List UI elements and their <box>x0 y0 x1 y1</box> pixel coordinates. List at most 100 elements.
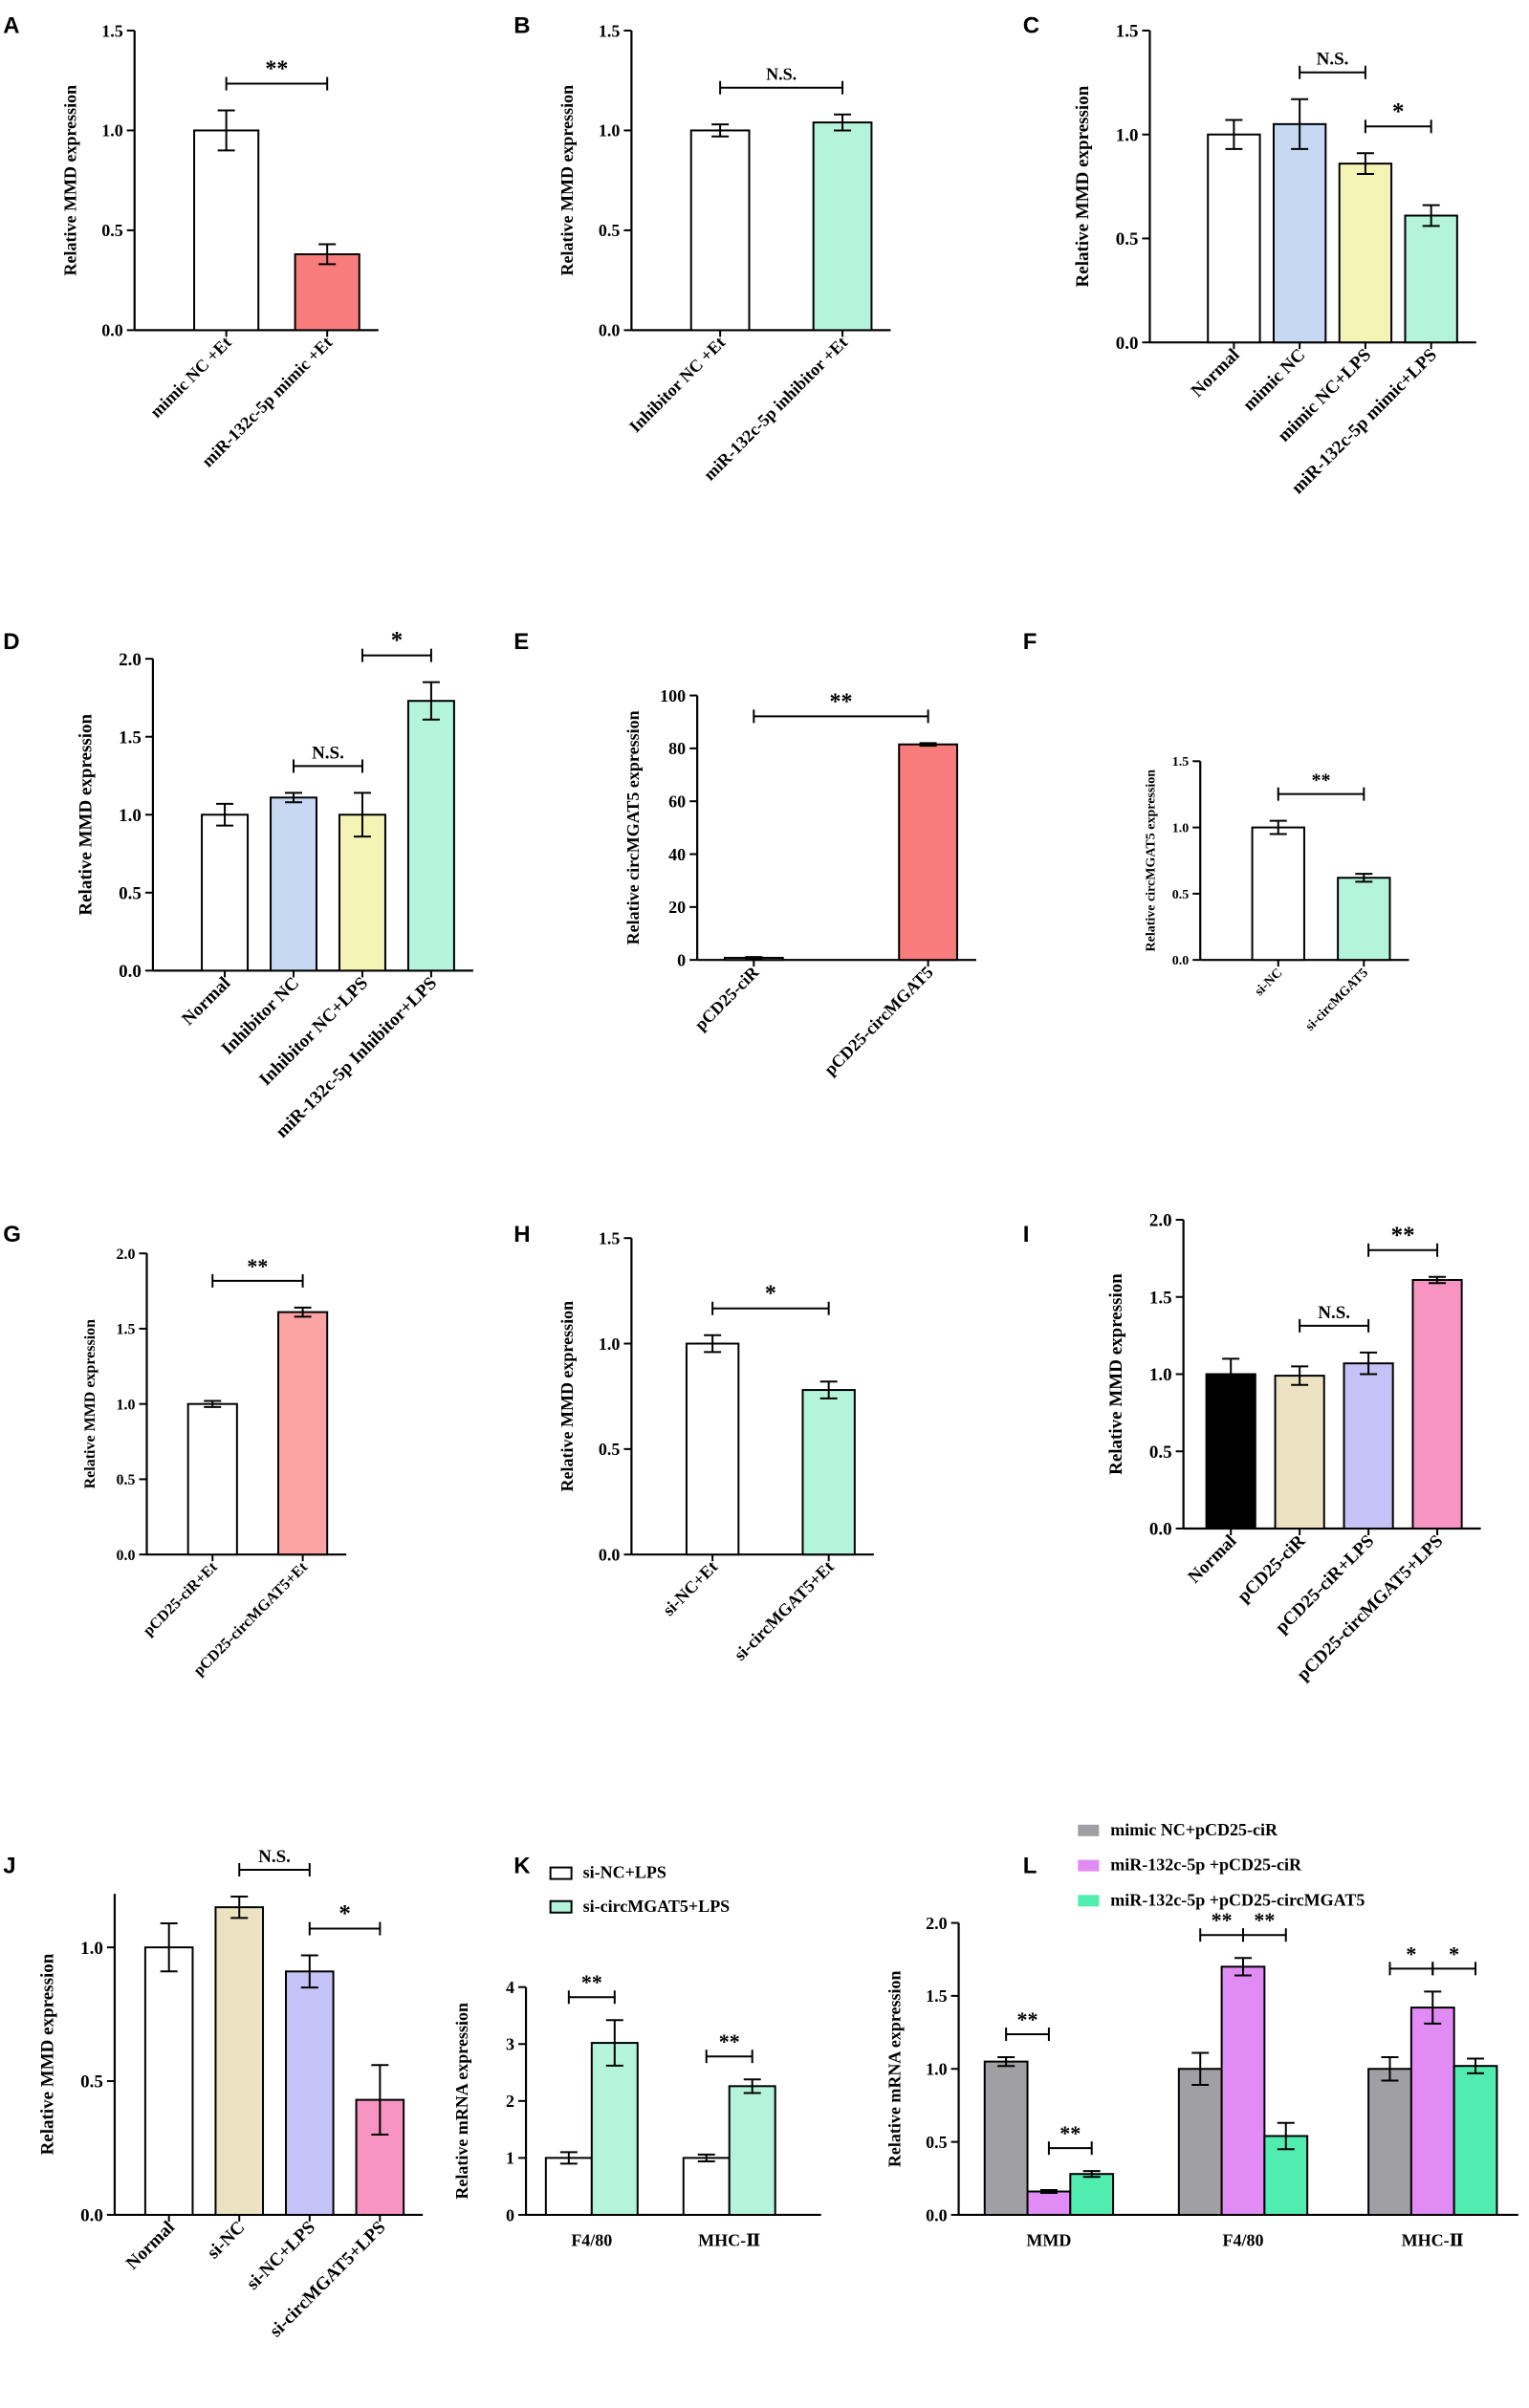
bar <box>983 2060 1029 2216</box>
significance-label: * <box>1406 1942 1416 1965</box>
y-axis-label: Relative MMD expression <box>76 713 96 915</box>
bar <box>1409 2007 1455 2216</box>
x-tick-label: mimic NC <box>1239 345 1309 415</box>
significance-label: N.S. <box>1318 1303 1350 1323</box>
x-tick-label: pCD25-circMGAT5 <box>820 963 937 1079</box>
x-tick-label: pCD25-circMGAT5+LPS <box>1293 1531 1447 1685</box>
significance-label: ** <box>581 1970 602 1994</box>
y-axis-label: Relative MMD expression <box>61 85 80 276</box>
x-tick-label: MHC-Ⅱ <box>1402 2230 1464 2249</box>
y-tick-label: 3 <box>506 2035 514 2054</box>
y-tick-label: 1.0 <box>599 121 621 141</box>
y-tick-label: 1.0 <box>599 1334 621 1354</box>
bar <box>285 1970 335 2216</box>
panel-letter: D <box>3 629 19 655</box>
panel-l: L 0.0 0.5 1.0 1.5 2.0 Relative mRNA expression… <box>885 1820 1518 2249</box>
significance-label: * <box>1392 98 1405 124</box>
panel-letter: G <box>3 1222 21 1247</box>
legend-swatch <box>1078 1824 1100 1836</box>
bar <box>1026 2190 1072 2216</box>
legend-swatch <box>549 1866 573 1880</box>
bar <box>214 1906 265 2216</box>
x-tick-label: si-NC+Et <box>659 1557 721 1619</box>
bar <box>1274 1375 1325 1529</box>
x-tick-label: Normal <box>122 2218 179 2274</box>
panel-k: K 0 1 2 3 4 Relative mRNA expression F4/80 MHC-Ⅱ… <box>452 1854 821 2249</box>
y-tick-label: 0.0 <box>1149 1520 1172 1540</box>
panel-a: A 0.0 0.5 1.0 1.5 Relative MMD expression mimi… <box>3 12 379 470</box>
x-tick-label: F4/80 <box>1222 2230 1263 2249</box>
bar <box>1177 2068 1223 2216</box>
significance-label: ** <box>247 1254 268 1278</box>
bar <box>1338 163 1393 344</box>
bar <box>294 252 360 332</box>
x-tick-label: miR-132c-5p inhibitor +Et <box>700 333 851 484</box>
significance-label: * <box>765 1282 776 1307</box>
x-tick-label: Normal <box>1188 345 1244 401</box>
panel-c: C 0.0 0.5 1.0 1.5 Relative MMD expression Norm… <box>1023 12 1476 498</box>
y-tick-label: 0.5 <box>1149 1443 1172 1463</box>
y-tick-label: 0.5 <box>117 1472 136 1488</box>
x-tick-label: Inhibitor NC +Et <box>625 333 729 436</box>
significance-label: ** <box>829 689 852 714</box>
y-axis-label: Relative MMD expression <box>37 1953 57 2155</box>
y-tick-label: 1.5 <box>599 21 621 40</box>
y-tick-label: 1.5 <box>117 1322 136 1338</box>
x-tick-label: si-circMGAT5 <box>1303 965 1371 1033</box>
y-tick-label: 0.0 <box>101 321 123 340</box>
y-axis-label: Relative circMGAT5 expression <box>1145 770 1159 952</box>
significance-label: * <box>1449 1942 1459 1965</box>
y-tick-label: 2.0 <box>926 1914 948 1933</box>
bar <box>812 121 873 332</box>
panel-letter: F <box>1023 629 1038 655</box>
bar <box>590 2042 639 2216</box>
bar <box>1272 122 1327 344</box>
bar <box>1337 877 1391 962</box>
y-tick-label: 0.5 <box>599 221 621 240</box>
panel-letter: K <box>513 1854 531 1879</box>
significance-label: ** <box>1017 2007 1038 2031</box>
bar <box>1251 826 1305 962</box>
panel-letter: C <box>1023 12 1039 38</box>
y-tick-label: 2.0 <box>119 650 142 670</box>
significance-label: ** <box>265 57 288 82</box>
x-tick-label: mimic NC +Et <box>146 333 235 422</box>
panel-e: E 0 20 40 60 80 100 Relative circMGAT5 expressi… <box>513 629 976 1079</box>
x-tick-label: pCD25-ciR <box>1234 1530 1309 1606</box>
y-tick-label: 0.5 <box>119 883 142 903</box>
y-tick-label: 2 <box>506 2092 514 2111</box>
panel-letter: L <box>1023 1854 1038 1879</box>
y-axis-label: Relative mRNA expression <box>885 1970 904 2167</box>
bar <box>201 814 250 972</box>
y-axis-label: Relative MMD expression <box>557 85 577 276</box>
panel-letter: E <box>513 629 529 655</box>
y-tick-label: 0.0 <box>80 2206 103 2226</box>
y-tick-label: 1.0 <box>1116 125 1139 145</box>
y-tick-label: 1.5 <box>1149 1288 1172 1308</box>
bar <box>1205 1373 1256 1529</box>
bar <box>406 700 455 972</box>
y-tick-label: 1.5 <box>101 21 123 40</box>
y-tick-label: 0.0 <box>599 1545 621 1564</box>
significance-label: N.S. <box>766 65 797 84</box>
x-tick-label: F4/80 <box>571 2230 612 2249</box>
y-tick-label: 1.5 <box>926 1986 948 2006</box>
y-tick-label: 1.5 <box>599 1228 621 1247</box>
bar <box>544 2157 593 2216</box>
y-tick-label: 0.5 <box>1172 888 1190 902</box>
bar <box>193 129 260 332</box>
y-tick-label: 0 <box>677 950 686 969</box>
y-tick-label: 20 <box>668 898 686 917</box>
y-tick-label: 1.5 <box>1116 22 1139 42</box>
y-tick-label: 0.0 <box>599 321 621 340</box>
x-tick-label: MMD <box>1026 2230 1071 2249</box>
x-tick-label: Normal <box>1185 1531 1241 1588</box>
y-axis-label: Relative MMD expression <box>1106 1273 1126 1475</box>
bar <box>1404 214 1458 344</box>
y-tick-label: 1.0 <box>1172 821 1190 835</box>
significance-label: ** <box>1391 1223 1415 1248</box>
x-tick-label: si-NC <box>204 2218 250 2264</box>
bar <box>682 2157 731 2216</box>
y-axis-label: Relative MMD expression <box>1073 85 1093 287</box>
